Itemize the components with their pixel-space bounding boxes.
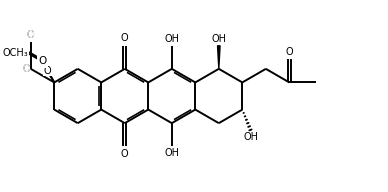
Text: O: O xyxy=(22,64,30,74)
Text: OH: OH xyxy=(164,148,179,158)
Text: O: O xyxy=(286,47,293,57)
Polygon shape xyxy=(218,46,220,69)
Text: O: O xyxy=(27,30,35,40)
Text: OH: OH xyxy=(164,34,179,44)
Text: O: O xyxy=(19,41,27,51)
Text: O: O xyxy=(38,56,46,66)
Text: O: O xyxy=(121,149,128,159)
Text: OH: OH xyxy=(211,34,226,44)
Text: O: O xyxy=(22,64,30,74)
Text: OH: OH xyxy=(244,132,259,142)
Text: O: O xyxy=(44,66,51,76)
Text: O: O xyxy=(27,30,35,40)
Text: O: O xyxy=(121,33,128,43)
Text: OCH₃: OCH₃ xyxy=(2,48,28,58)
